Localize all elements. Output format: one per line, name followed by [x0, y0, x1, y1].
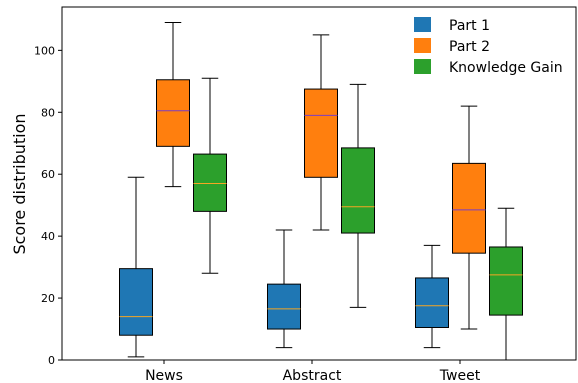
box-iqr	[415, 277, 449, 328]
legend: Part 1 Part 2 Knowledge Gain	[414, 17, 563, 76]
x-tick-label-abstract: Abstract	[283, 368, 342, 383]
box-iqr	[304, 88, 338, 178]
y-tick-label: 100	[34, 44, 55, 57]
chart-marks	[119, 21, 523, 361]
box-iqr	[267, 283, 301, 330]
box-part-2-news	[156, 21, 190, 188]
legend-label: Knowledge Gain	[449, 60, 563, 76]
box-iqr	[452, 162, 486, 254]
box-iqr	[156, 79, 190, 147]
plot-frame	[61, 6, 577, 361]
legend-label: Part 2	[449, 39, 490, 55]
box-knowledge-gain-news	[193, 77, 227, 274]
box-part-1-tweet	[415, 244, 449, 349]
box-iqr	[341, 147, 375, 234]
axes: 0 20 40 60 80 100 News Abstract Tweet	[34, 6, 577, 383]
legend-swatch	[414, 17, 431, 32]
legend-label: Part 1	[449, 18, 490, 34]
y-axis-label: Score distribution	[10, 113, 29, 254]
box-iqr	[489, 246, 523, 316]
box-iqr	[119, 268, 153, 336]
box-part-1-abstract	[267, 229, 301, 349]
box-part-2-tweet	[452, 105, 486, 330]
y-tick-label: 20	[41, 292, 55, 305]
box-iqr	[193, 153, 227, 212]
x-tick-label-tweet: Tweet	[439, 368, 481, 383]
y-tick-label: 60	[41, 168, 55, 181]
y-tick-label: 40	[41, 230, 55, 243]
legend-swatch	[414, 38, 431, 53]
x-tick-label-news: News	[145, 368, 183, 383]
box-knowledge-gain-tweet	[489, 207, 523, 361]
y-tick-label: 80	[41, 106, 55, 119]
legend-swatch	[414, 59, 431, 74]
box-part-2-abstract	[304, 34, 338, 231]
y-tick-label: 0	[48, 354, 55, 367]
box-part-1-news	[119, 176, 153, 358]
box-knowledge-gain-abstract	[341, 83, 375, 308]
